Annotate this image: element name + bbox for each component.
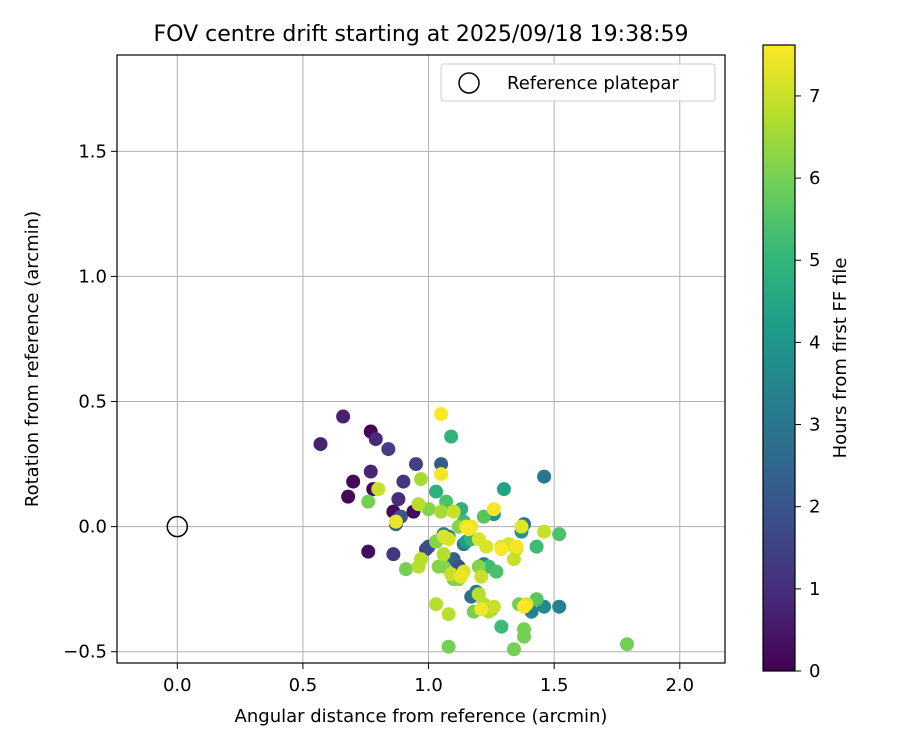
- y-tick-label: 0.5: [78, 392, 107, 413]
- colorbar-label: Hours from first FF file: [830, 258, 851, 459]
- x-tick-label: 1.0: [414, 675, 443, 696]
- x-axis: 0.0 0.5 1.0 1.5 2.0: [163, 663, 694, 696]
- data-point: [620, 637, 635, 652]
- data-point: [441, 639, 456, 654]
- data-point: [552, 599, 567, 614]
- data-point: [414, 472, 428, 487]
- colorbar-tick-label: 5: [809, 250, 820, 271]
- data-point: [398, 562, 413, 577]
- plot-frame: [116, 54, 726, 664]
- data-point: [429, 484, 444, 499]
- data-point: [537, 524, 552, 539]
- data-point: [537, 469, 552, 484]
- y-axis-label: Rotation from reference (arcmin): [22, 211, 43, 507]
- x-tick-label: 1.5: [540, 675, 569, 696]
- x-tick-label: 2.0: [665, 675, 694, 696]
- data-point: [514, 519, 529, 534]
- data-point: [529, 539, 544, 554]
- x-tick-label: 0.5: [289, 675, 318, 696]
- data-point: [489, 564, 504, 579]
- colorbar-ticks: 0 1 2 3 4 5 6 7: [795, 86, 820, 682]
- data-point: [486, 599, 501, 614]
- y-tick-label: −0.5: [63, 642, 107, 663]
- y-tick-label: 1.0: [78, 266, 107, 287]
- data-point: [434, 504, 449, 519]
- data-point: [441, 607, 456, 622]
- legend-entry: Reference platepar: [507, 73, 679, 94]
- grid-lines: [117, 55, 725, 663]
- data-point: [479, 539, 494, 554]
- data-point: [506, 642, 521, 657]
- legend: Reference platepar: [440, 63, 716, 102]
- data-point: [517, 622, 532, 637]
- data-point: [363, 464, 378, 479]
- data-point: [429, 597, 444, 612]
- data-point: [506, 552, 521, 567]
- data-point: [341, 489, 356, 504]
- data-point: [454, 569, 469, 584]
- data-point: [486, 502, 501, 517]
- x-axis-label: Angular distance from reference (arcmin): [235, 706, 608, 727]
- data-point: [381, 442, 396, 457]
- data-point: [494, 619, 509, 634]
- data-point: [552, 527, 567, 542]
- colorbar-gradient: [762, 44, 796, 672]
- chart-title: FOV centre drift starting at 2025/09/18 …: [154, 22, 689, 47]
- data-point: [414, 552, 428, 567]
- data-point: [434, 407, 449, 422]
- colorbar-tick-label: 2: [809, 497, 820, 518]
- data-point: [474, 602, 489, 617]
- data-point: [476, 509, 491, 524]
- colorbar-tick-label: 3: [809, 415, 820, 436]
- data-point: [509, 539, 524, 554]
- data-point: [361, 544, 376, 559]
- colorbar-tick-label: 1: [809, 579, 820, 600]
- data-point: [361, 494, 376, 509]
- legend-marker-icon: [458, 72, 480, 94]
- colorbar: 0 1 2 3 4 5 6 7 Hours from first FF file: [762, 44, 851, 682]
- data-point: [391, 492, 406, 507]
- data-point: [446, 504, 461, 519]
- data-point: [368, 432, 383, 447]
- data-point: [411, 497, 426, 512]
- data-point: [388, 514, 403, 529]
- data-point: [336, 409, 351, 424]
- data-point: [494, 542, 509, 557]
- data-point: [444, 429, 459, 444]
- data-point: [461, 522, 476, 537]
- data-point: [408, 457, 423, 472]
- colorbar-tick-label: 7: [809, 86, 820, 107]
- data-point: [434, 467, 449, 482]
- colorbar-tick-label: 0: [809, 661, 820, 682]
- data-point: [371, 482, 386, 497]
- data-points: [313, 407, 635, 657]
- data-point: [496, 482, 511, 497]
- colorbar-tick-label: 4: [809, 332, 820, 353]
- y-axis: −0.5 0.0 0.5 1.0 1.5: [63, 141, 117, 663]
- colorbar-tick-label: 6: [809, 168, 820, 189]
- y-tick-label: 1.5: [78, 141, 107, 162]
- data-point: [386, 547, 401, 562]
- data-point: [517, 599, 532, 614]
- data-point: [346, 474, 361, 489]
- legend-box: [440, 63, 716, 102]
- data-point: [396, 474, 411, 489]
- reference-marker: [166, 515, 189, 538]
- x-tick-label: 0.0: [163, 675, 192, 696]
- data-point: [434, 457, 449, 472]
- data-point: [474, 569, 489, 584]
- y-tick-label: 0.0: [78, 517, 107, 538]
- data-point: [313, 437, 328, 452]
- data-point: [436, 547, 451, 562]
- data-point: [436, 529, 451, 544]
